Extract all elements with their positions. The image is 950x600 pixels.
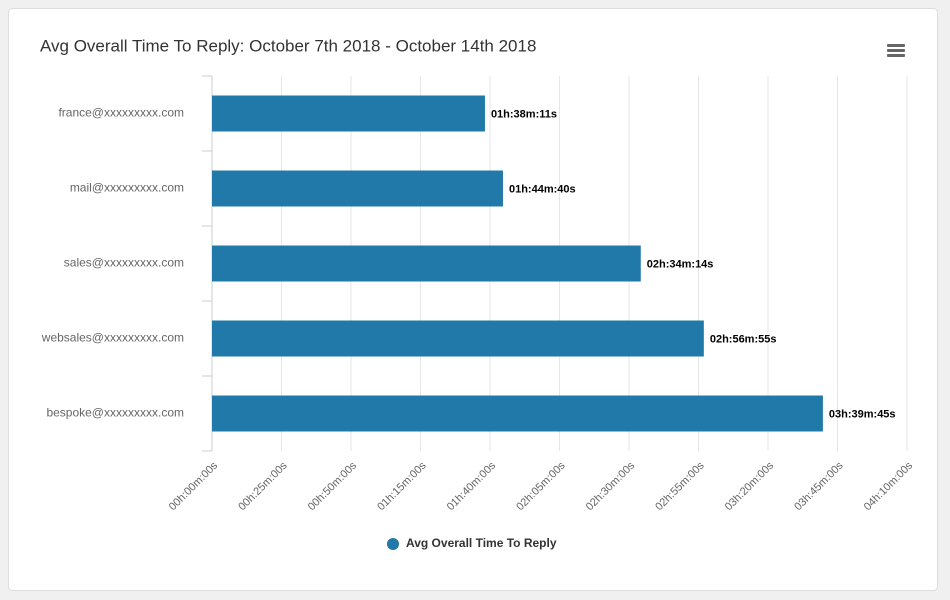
y-tick-label: mail@xxxxxxxxx.com: [70, 181, 184, 195]
y-tick-label: bespoke@xxxxxxxxx.com: [46, 406, 184, 420]
menu-button[interactable]: [887, 44, 905, 57]
bar: [212, 245, 641, 282]
data-label: 01h:44m:40s: [509, 183, 576, 195]
bar: [212, 395, 823, 432]
y-tick-label: websales@xxxxxxxxx.com: [41, 331, 184, 345]
legend-marker: [387, 538, 399, 550]
bar: [212, 170, 503, 207]
y-tick-label: france@xxxxxxxxx.com: [58, 106, 184, 120]
bar: [212, 95, 485, 132]
bar: [212, 320, 704, 357]
data-label: 02h:56m:55s: [710, 333, 777, 345]
data-label: 02h:34m:14s: [647, 258, 714, 270]
legend-label: Avg Overall Time To Reply: [406, 536, 557, 550]
y-tick-label: sales@xxxxxxxxx.com: [64, 256, 184, 270]
data-label: 01h:38m:11s: [491, 108, 557, 120]
chart-title: Avg Overall Time To Reply: October 7th 2…: [40, 36, 536, 55]
card: [8, 8, 938, 591]
data-label: 03h:39m:45s: [829, 408, 896, 420]
